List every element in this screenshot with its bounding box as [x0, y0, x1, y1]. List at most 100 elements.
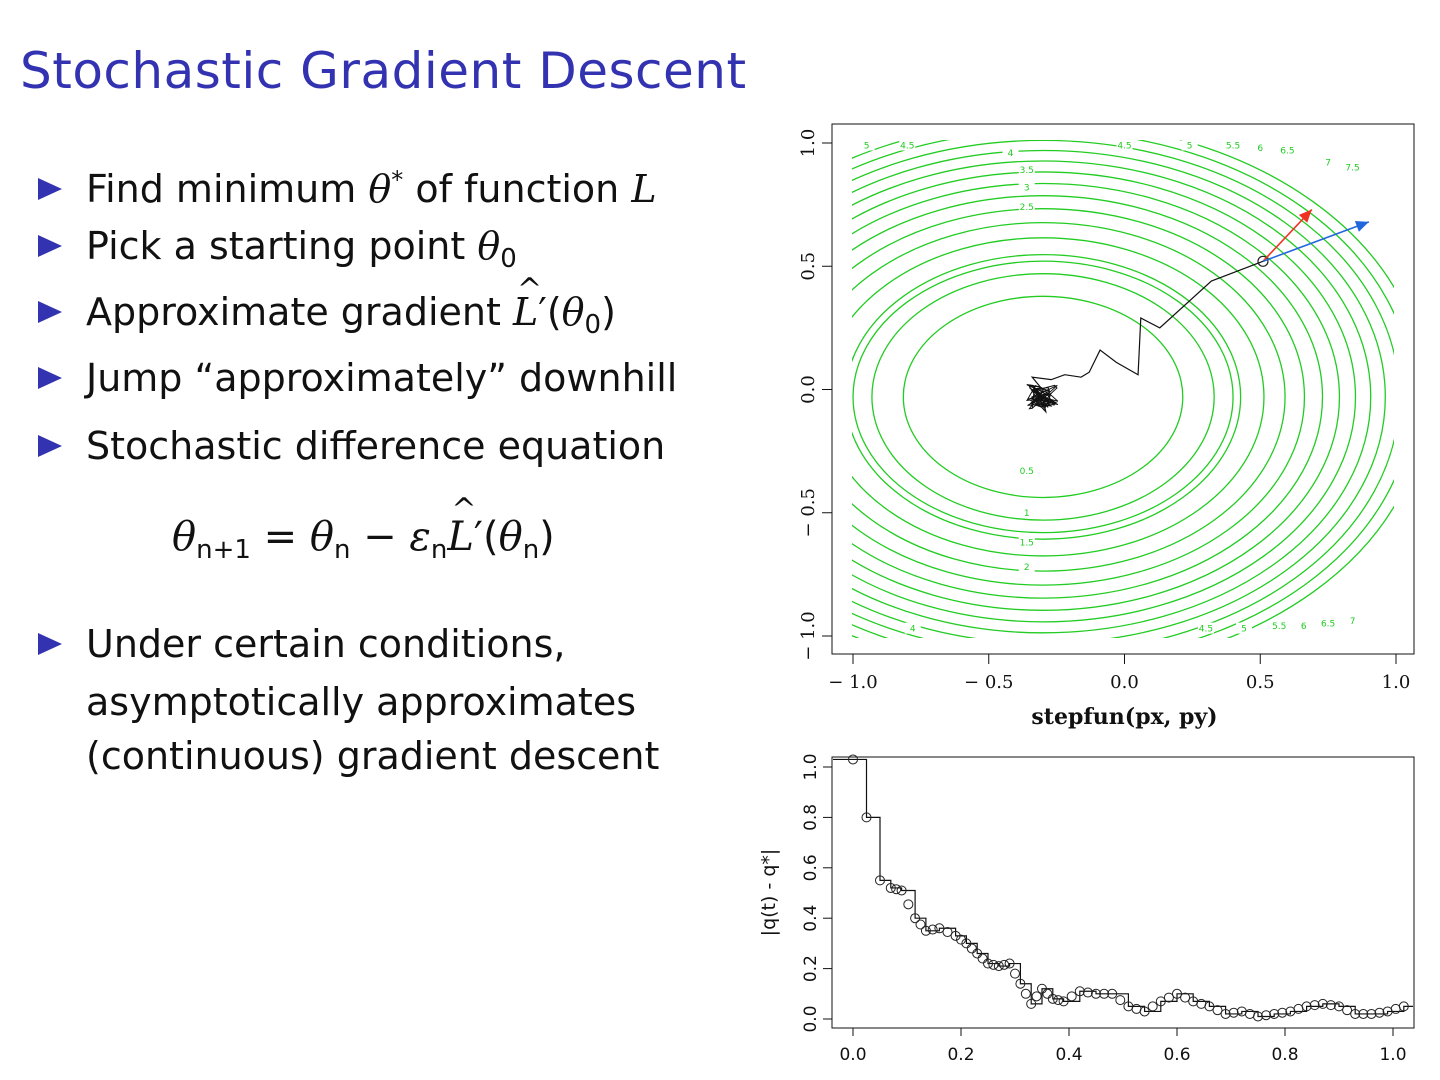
contour-line-6: [852, 149, 1386, 638]
contour-line-2.5: [852, 237, 1265, 557]
contour-label-bg: [1018, 560, 1035, 572]
contour-label-bg: [1320, 156, 1337, 168]
bullet-triangle-icon: [38, 366, 62, 389]
error-point: [910, 913, 921, 924]
error-point: [1058, 996, 1069, 1007]
error-point: [885, 882, 896, 893]
step-y-tick-label: 0.2: [801, 955, 821, 982]
error-point: [1037, 983, 1047, 994]
bullet-jump-downhill: Jump “approximately” downhill: [38, 352, 677, 404]
step-x-tick-label: 0.8: [1271, 1045, 1298, 1065]
y-tick-label: − 0.5: [798, 488, 819, 537]
step-x-tick-label: 0.4: [1055, 1045, 1082, 1065]
contour-label-bg: [1018, 201, 1035, 213]
contour-label: 5: [1241, 625, 1247, 635]
error-point: [1277, 1007, 1288, 1018]
contour-label-bg: [1279, 144, 1296, 156]
sgd-update-equation: θn+1 = θn − εnL′(θn): [172, 492, 555, 565]
error-point: [915, 919, 926, 930]
contour-line-5.5: [852, 160, 1372, 634]
contour-label: 4.5: [1199, 625, 1213, 635]
contour-label: 2.5: [1020, 203, 1034, 213]
error-point: [993, 961, 1004, 972]
contour-label: 4: [1008, 149, 1014, 159]
x-tick-label: − 0.5: [964, 672, 1013, 693]
contour-line-5: [852, 171, 1357, 623]
error-point: [861, 812, 872, 823]
bullet-triangle-icon: [38, 177, 62, 200]
contour-label-bg: [1197, 622, 1214, 634]
error-point: [848, 754, 858, 765]
contour-label-bg: [899, 139, 916, 151]
contour-line-1: [902, 295, 1184, 499]
error-point: [942, 927, 953, 938]
contour-label-bg: [1295, 620, 1312, 632]
contour-label-bg: [858, 139, 875, 151]
contour-label-bg: [1235, 622, 1252, 634]
contour-label: 6.5: [1321, 620, 1335, 630]
contour-label: 3.5: [1020, 166, 1034, 176]
contour-label: 4.5: [900, 141, 914, 151]
contour-label-bg: [1225, 139, 1242, 151]
contour-line-3.5: [852, 208, 1306, 586]
step-x-tick-label: 0.2: [947, 1045, 974, 1065]
contour-label: 6.5: [1280, 146, 1294, 156]
contour-label-bg: [1018, 536, 1035, 548]
contour-label-bg: [1252, 141, 1269, 153]
contour-label-bg: [1018, 506, 1035, 518]
step-x-tick-label: 0.0: [839, 1045, 866, 1065]
contour-label: 5: [1187, 141, 1193, 151]
contour-line-4: [852, 195, 1324, 599]
error-point: [1066, 991, 1077, 1002]
contour-label-bg: [1018, 164, 1035, 176]
contour-label: 6: [1257, 144, 1263, 154]
contour-lines: [852, 140, 1394, 638]
contour-line-2: [852, 254, 1242, 540]
bullet-difference-equation: Stochastic difference equation: [38, 420, 665, 472]
error-point: [972, 948, 983, 959]
descent-jitter-cluster: [1026, 384, 1059, 410]
contour-label-bg: [1320, 617, 1337, 629]
contour-label: 2: [1024, 563, 1030, 573]
x-axis-title: stepfun(px, py): [1031, 704, 1217, 730]
error-point: [896, 885, 907, 896]
contour-label-bg: [1344, 615, 1361, 627]
y-tick-label: 0.0: [798, 375, 819, 404]
error-point: [1350, 1008, 1361, 1019]
error-point: [1115, 995, 1126, 1006]
error-point: [875, 875, 885, 886]
bullet-asymptotic-line-3: (continuous) gradient descent: [86, 734, 660, 778]
error-point: [950, 930, 961, 941]
contour-label: 6: [1301, 622, 1307, 632]
start-point-marker: [1257, 255, 1269, 267]
error-point: [1358, 1008, 1369, 1019]
x-tick-label: 1.0: [1382, 672, 1411, 693]
error-point: [891, 884, 902, 895]
red-arrowhead: [1298, 209, 1312, 223]
step-y-axis-title: |q(t) - q*|: [758, 849, 780, 937]
error-point: [1107, 988, 1118, 999]
bullet-triangle-icon: [38, 300, 62, 323]
contour-label: 1.5: [1020, 538, 1034, 548]
error-point: [903, 899, 914, 910]
blue-gradient-arrow: [1262, 221, 1370, 263]
x-tick-label: − 1.0: [828, 672, 877, 693]
bullet-starting-point: Pick a starting point θ0: [38, 220, 517, 285]
contour-line-0.5: [852, 260, 1234, 534]
error-point: [1163, 992, 1174, 1003]
error-point: [920, 925, 931, 936]
error-point: [1053, 995, 1064, 1006]
contour-line-3: [852, 222, 1286, 572]
contour-label: 5.5: [1272, 622, 1286, 632]
step-y-tick-label: 0.6: [801, 854, 821, 881]
step-x-tick-label: 0.6: [1163, 1045, 1190, 1065]
error-point: [1342, 1005, 1353, 1016]
error-point: [1047, 993, 1058, 1004]
error-point: [1301, 1001, 1312, 1012]
error-point: [1139, 1006, 1150, 1017]
contour-line-1.5: [871, 273, 1215, 521]
error-point: [1366, 1008, 1377, 1019]
contour-label: 7.5: [1345, 164, 1359, 174]
error-point: [1309, 1000, 1320, 1011]
step-x-tick-label: 1.0: [1379, 1045, 1406, 1065]
